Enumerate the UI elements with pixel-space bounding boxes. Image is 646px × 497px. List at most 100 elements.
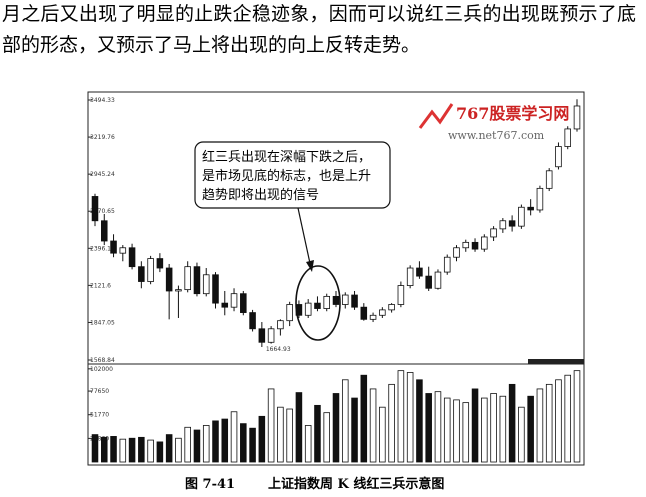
annotation-text: 趋势即将出现的信号 — [202, 187, 319, 203]
arrow — [297, 207, 312, 269]
arrow-head — [306, 260, 314, 272]
volume-bar — [202, 425, 210, 463]
volume-tick-label: 77650 — [90, 388, 109, 395]
volume-bar — [165, 434, 173, 463]
volume-bar — [332, 393, 340, 463]
volume-bar — [555, 379, 562, 463]
volume-bar — [527, 395, 534, 463]
volume-bar — [184, 426, 191, 463]
candle-body — [425, 275, 432, 289]
candle-body — [258, 328, 266, 343]
candle-body — [545, 170, 553, 189]
volume-bar — [518, 406, 525, 463]
volume-bar — [295, 392, 303, 463]
highlight-ellipse — [295, 265, 341, 341]
paragraph-line: 月之后又出现了明显的止跌企稳迹象，因而可以说红三兵的出现既预示了底 — [2, 3, 636, 25]
volume-bar — [277, 406, 284, 463]
candle-body — [156, 258, 164, 269]
volume-bar — [193, 429, 201, 463]
volume-bar — [490, 393, 497, 463]
volume-bar — [258, 415, 266, 463]
candle-body — [443, 256, 451, 273]
candle-body — [490, 228, 497, 238]
volume-bar — [240, 423, 247, 463]
volume-bar — [341, 379, 349, 463]
volume-bar — [323, 412, 331, 463]
candle-body — [212, 274, 219, 304]
candle-body — [388, 304, 395, 311]
candle-body — [314, 302, 321, 309]
candle-body — [527, 206, 534, 211]
volume-bar — [481, 397, 488, 463]
annotation-box — [194, 141, 391, 209]
candle-body — [555, 146, 562, 168]
candle-body — [471, 241, 479, 250]
candle-body — [165, 267, 173, 292]
volume-bar — [304, 425, 312, 463]
volume-bar — [434, 391, 442, 463]
candle-body — [230, 293, 238, 308]
candle-body — [193, 266, 201, 295]
y-tick-label: 1568.84 — [90, 357, 115, 364]
candle-body — [453, 247, 460, 258]
candle-body — [332, 295, 340, 305]
volume-bar — [156, 441, 164, 463]
volume-bar — [406, 372, 414, 463]
candle-body — [221, 302, 229, 308]
volume-bar — [416, 379, 423, 463]
candle-body — [481, 236, 488, 250]
volume-bar — [221, 418, 229, 463]
candle-body — [147, 258, 154, 282]
candle-body — [416, 267, 423, 277]
volume-bar — [379, 406, 386, 463]
watermark-icon — [418, 103, 454, 129]
candle-body — [397, 285, 405, 305]
volume-bar — [545, 383, 553, 463]
volume-bar — [119, 438, 127, 463]
caption-number: 图 7-41 — [185, 477, 235, 492]
candle-body — [267, 328, 275, 343]
candle-body — [240, 293, 247, 313]
annotation-text: 红三兵出现在深幅下跌之后， — [202, 149, 371, 165]
volume-bar — [128, 437, 136, 463]
candle-body — [249, 312, 256, 330]
volume-bar — [369, 388, 377, 463]
watermark-url: www.net767.com — [448, 129, 545, 142]
candle-body — [369, 314, 377, 320]
volume-bar — [147, 439, 154, 463]
candle-body — [128, 247, 136, 268]
candle-body — [536, 187, 544, 211]
candle-body — [91, 196, 99, 222]
annotation-text: 是市场见底的标志，也是上升 — [202, 168, 371, 184]
caption-title: 上证指数周 K 线红三兵示意图 — [268, 476, 444, 492]
candle-body — [175, 289, 182, 292]
volume-bar — [249, 427, 256, 463]
candle-body — [100, 220, 108, 242]
candle-body — [286, 304, 293, 322]
pane-bar — [528, 359, 584, 364]
volume-bar — [443, 397, 451, 463]
candle-body — [277, 320, 284, 330]
candle-body — [573, 105, 581, 130]
watermark-title: 767股票学习网 — [456, 104, 569, 123]
candle-body — [110, 240, 117, 254]
volume-bar — [286, 408, 293, 463]
volume-bar — [573, 370, 581, 463]
candle-body — [341, 294, 349, 305]
candle-body — [202, 274, 210, 295]
volume-bar — [508, 383, 516, 463]
candle-body — [138, 266, 145, 282]
volume-bar — [360, 374, 368, 463]
y-tick-label: 3494.33 — [90, 97, 115, 104]
volume-bar — [564, 374, 572, 463]
volume-bar — [462, 402, 470, 463]
volume-bar — [397, 370, 405, 463]
volume-tick-label: 102000 — [90, 366, 113, 373]
y-tick-label: 2396.15 — [90, 245, 115, 252]
candle-body — [518, 206, 525, 227]
y-tick-label: 2670.65 — [90, 208, 115, 215]
volume-bar — [267, 388, 275, 463]
volume-bar — [230, 411, 238, 463]
volume-bar — [91, 434, 99, 463]
